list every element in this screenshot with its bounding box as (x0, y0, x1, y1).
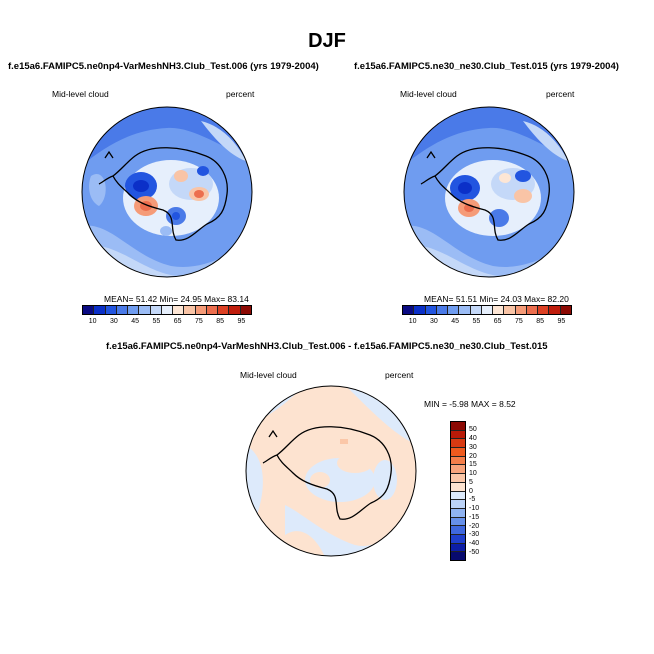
diff-polar-map (245, 385, 417, 557)
diff-colorbar-swatch (451, 430, 465, 440)
diff-colorbar-swatch (451, 448, 465, 457)
right-colorbar-swatch (549, 306, 561, 314)
diff-colorbar-swatch (451, 482, 465, 492)
diff-colorbar-tick: -50 (469, 548, 480, 556)
right-colorbar-swatch (504, 306, 516, 314)
right-colorbar-tick: 45 (451, 318, 460, 325)
right-colorbar-swatch (470, 306, 482, 314)
diff-colorbar (450, 421, 466, 561)
right-colorbar-swatch (515, 306, 527, 314)
left-colorbar-tick: 10 (88, 318, 97, 325)
diff-colorbar-swatch (451, 534, 465, 544)
right-colorbar-tick: 55 (472, 318, 481, 325)
right-colorbar-tick: 30 (429, 318, 438, 325)
right-colorbar (402, 305, 572, 315)
diff-units-label: percent (385, 370, 414, 380)
diff-colorbar-swatch (451, 543, 465, 553)
diff-colorbar-tick: -30 (469, 531, 480, 539)
left-colorbar-swatch (105, 306, 117, 314)
left-colorbar-ticks: 10 30 45 55 65 75 85 95 (82, 318, 252, 325)
right-colorbar-tick: 85 (536, 318, 545, 325)
diff-colorbar-tick: 40 (469, 435, 477, 442)
right-colorbar-swatch (560, 306, 571, 314)
diff-colorbar-tick: -5 (469, 496, 476, 504)
right-colorbar-swatch (403, 306, 415, 314)
left-colorbar-tick: 95 (237, 318, 246, 325)
left-colorbar-swatch (240, 306, 251, 314)
diff-colorbar-tick: 5 (469, 478, 473, 486)
right-panel-title: f.e15a6.FAMIPC5.ne30_ne30.Club_Test.015 … (354, 61, 619, 72)
diff-colorbar-swatch (451, 491, 465, 501)
left-panel-title: f.e15a6.FAMIPC5.ne0np4-VarMeshNH3.Club_T… (8, 61, 319, 72)
diff-colorbar-swatch (451, 456, 465, 466)
diff-colorbar-tick: 30 (469, 443, 477, 451)
left-colorbar-swatch (184, 306, 196, 314)
diff-colorbar-ticks: 50 40 30 20 15 10 5 0 -5 -10 -15 -20 -30 -40 -50 (469, 421, 479, 557)
diff-colorbar-swatch (451, 500, 465, 509)
right-polar-map (403, 106, 575, 278)
diff-stats: MIN = -5.98 MAX = 8.52 (424, 399, 516, 409)
left-colorbar-tick: 45 (131, 318, 140, 325)
diff-variable-label: Mid-level cloud (240, 370, 297, 380)
right-colorbar-swatch (448, 306, 460, 314)
diff-colorbar-tick: -20 (469, 522, 480, 530)
diff-panel-title: f.e15a6.FAMIPC5.ne0np4-VarMeshNH3.Club_T… (106, 341, 548, 352)
diff-colorbar-tick: 15 (469, 461, 477, 469)
left-colorbar-swatch (229, 306, 241, 314)
right-colorbar-swatch (526, 306, 539, 314)
left-colorbar-swatch (83, 306, 95, 314)
right-colorbar-swatch (481, 306, 494, 314)
right-colorbar-tick: 75 (514, 318, 523, 325)
right-colorbar-ticks: 10 30 45 55 65 75 85 95 (402, 318, 572, 325)
left-colorbar-swatch (139, 306, 151, 314)
left-colorbar-swatch (94, 306, 106, 314)
right-colorbar-swatch (459, 306, 471, 314)
diff-colorbar-swatch (451, 439, 465, 449)
right-colorbar-tick: 10 (408, 318, 417, 325)
right-stats: MEAN= 51.51 Min= 24.03 Max= 82.20 (424, 294, 569, 304)
right-colorbar-swatch (493, 306, 505, 314)
left-colorbar-tick: 75 (194, 318, 203, 325)
right-colorbar-swatch (436, 306, 449, 314)
right-colorbar-tick: 95 (557, 318, 566, 325)
left-colorbar-swatch (150, 306, 162, 314)
left-colorbar (82, 305, 252, 315)
left-colorbar-swatch (206, 306, 219, 314)
diff-colorbar-swatch (451, 508, 465, 518)
diff-colorbar-tick: 50 (469, 426, 477, 434)
right-colorbar-swatch (414, 306, 426, 314)
diff-colorbar-swatch (451, 465, 465, 475)
left-units-label: percent (226, 89, 255, 99)
diff-colorbar-tick: 20 (469, 452, 477, 460)
diff-colorbar-swatch (451, 474, 465, 483)
left-colorbar-swatch (161, 306, 174, 314)
diff-colorbar-swatch (451, 552, 465, 560)
left-colorbar-swatch (195, 306, 207, 314)
right-colorbar-tick: 65 (493, 318, 502, 325)
right-colorbar-swatch (425, 306, 437, 314)
page-title: DJF (308, 30, 346, 52)
left-colorbar-swatch (173, 306, 185, 314)
left-colorbar-swatch (128, 306, 140, 314)
left-colorbar-tick: 85 (216, 318, 225, 325)
diff-colorbar-tick: -10 (469, 505, 480, 512)
left-variable-label: Mid-level cloud (52, 89, 109, 99)
diff-colorbar-tick: 0 (469, 487, 473, 495)
diff-colorbar-tick: -15 (469, 513, 480, 521)
left-colorbar-swatch (218, 306, 230, 314)
left-colorbar-tick: 65 (173, 318, 182, 325)
left-colorbar-tick: 30 (109, 318, 118, 325)
left-colorbar-tick: 55 (152, 318, 161, 325)
right-colorbar-swatch (538, 306, 550, 314)
diff-colorbar-swatch (451, 422, 465, 431)
diff-colorbar-swatch (451, 526, 465, 535)
left-polar-map (81, 106, 253, 278)
right-variable-label: Mid-level cloud (400, 89, 457, 99)
diff-colorbar-tick: -40 (469, 540, 480, 547)
diff-colorbar-swatch (451, 517, 465, 527)
right-units-label: percent (546, 89, 575, 99)
diff-colorbar-tick: 10 (469, 470, 477, 477)
left-colorbar-swatch (116, 306, 129, 314)
left-stats: MEAN= 51.42 Min= 24.95 Max= 83.14 (104, 294, 249, 304)
